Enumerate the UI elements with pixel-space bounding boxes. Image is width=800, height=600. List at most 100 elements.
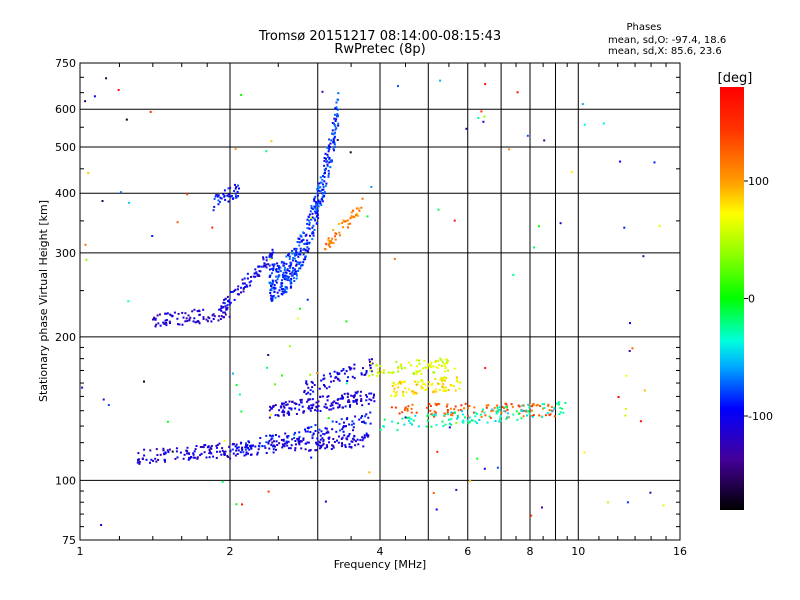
scatter-point xyxy=(328,161,331,164)
scatter-point xyxy=(337,406,340,409)
scatter-point xyxy=(272,286,275,289)
scatter-point xyxy=(619,160,622,163)
scatter-point xyxy=(280,439,283,441)
scatter-point xyxy=(319,441,321,444)
scatter-point xyxy=(296,241,299,243)
scatter-point xyxy=(462,413,464,416)
scatter-point xyxy=(265,441,268,444)
colorbar-tick-label: -100 xyxy=(748,410,773,423)
scatter-point xyxy=(392,371,395,374)
scatter-point xyxy=(369,364,372,367)
scatter-point xyxy=(287,412,290,415)
scatter-point xyxy=(306,239,309,242)
scatter-point xyxy=(290,282,293,285)
scatter-point xyxy=(328,441,330,444)
scatter-point xyxy=(208,448,211,451)
scatter-point xyxy=(282,409,285,412)
scatter-point xyxy=(299,307,301,310)
scatter-point xyxy=(298,263,301,266)
scatter-point xyxy=(270,283,273,286)
scatter-point xyxy=(182,457,185,460)
scatter-point xyxy=(375,364,378,367)
scatter-point xyxy=(367,402,370,405)
scatter-point xyxy=(298,443,301,446)
scatter-point xyxy=(445,405,448,408)
scatter-point xyxy=(221,449,224,452)
scatter-point xyxy=(256,273,259,276)
scatter-point xyxy=(498,420,501,423)
scatter-point xyxy=(370,362,373,365)
scatter-point xyxy=(265,452,268,454)
scatter-point xyxy=(198,322,201,325)
scatter-point xyxy=(162,447,165,450)
scatter-point xyxy=(311,216,314,219)
scatter-point xyxy=(279,270,282,273)
scatter-point xyxy=(444,390,447,393)
scatter-point xyxy=(496,404,499,407)
scatter-point xyxy=(321,395,324,398)
scatter-point xyxy=(322,183,324,186)
scatter-point xyxy=(307,216,310,218)
scatter-point xyxy=(361,404,364,407)
scatter-point xyxy=(218,442,221,445)
y-tick-label: 200 xyxy=(55,331,76,344)
scatter-point xyxy=(327,244,330,247)
scatter-point xyxy=(440,376,443,379)
scatter-point xyxy=(321,444,324,447)
scatter-point xyxy=(298,241,301,244)
scatter-point xyxy=(442,425,445,427)
scatter-point xyxy=(325,157,327,160)
scatter-point xyxy=(463,407,465,410)
scatter-point xyxy=(223,453,226,456)
scatter-point xyxy=(530,405,533,408)
scatter-point xyxy=(328,138,331,141)
scatter-point xyxy=(291,259,294,262)
scatter-point xyxy=(332,444,335,447)
scatter-point xyxy=(296,261,299,263)
scatter-point xyxy=(482,408,484,411)
scatter-point xyxy=(308,241,311,244)
scatter-point xyxy=(602,122,605,125)
scatter-point xyxy=(332,242,335,245)
scatter-point xyxy=(334,120,337,122)
scatter-point xyxy=(453,408,456,411)
scatter-point xyxy=(277,265,280,267)
scatter-point xyxy=(312,234,315,237)
scatter-point xyxy=(329,245,332,248)
scatter-point xyxy=(350,446,353,448)
scatter-point xyxy=(376,375,379,377)
scatter-point xyxy=(265,150,268,153)
scatter-point xyxy=(496,466,499,469)
scatter-point xyxy=(247,440,250,443)
scatter-point xyxy=(195,445,198,447)
scatter-point xyxy=(483,467,486,470)
scatter-point xyxy=(288,255,291,258)
scatter-point xyxy=(269,281,272,284)
scatter-point xyxy=(319,447,321,450)
scatter-point xyxy=(270,289,273,292)
scatter-point xyxy=(316,221,319,224)
scatter-point xyxy=(84,100,87,103)
scatter-point xyxy=(460,410,463,413)
scatter-point xyxy=(228,303,231,306)
scatter-point xyxy=(81,386,84,389)
scatter-point xyxy=(101,200,104,202)
scatter-point xyxy=(474,420,477,423)
scatter-point xyxy=(466,419,469,422)
scatter-point xyxy=(541,506,543,509)
scatter-point xyxy=(331,428,334,431)
scatter-point xyxy=(403,423,406,426)
scatter-point xyxy=(293,280,296,282)
scatter-point xyxy=(380,371,383,374)
scatter-point xyxy=(186,320,189,322)
scatter-point xyxy=(227,195,230,198)
scatter-point xyxy=(248,281,251,284)
scatter-point xyxy=(341,221,344,224)
scatter-point xyxy=(442,379,445,382)
scatter-point xyxy=(444,379,447,382)
scatter-point xyxy=(337,124,340,127)
scatter-point xyxy=(317,444,320,447)
scatter-point xyxy=(297,441,300,444)
scatter-point xyxy=(340,445,343,448)
scatter-point xyxy=(194,448,197,451)
